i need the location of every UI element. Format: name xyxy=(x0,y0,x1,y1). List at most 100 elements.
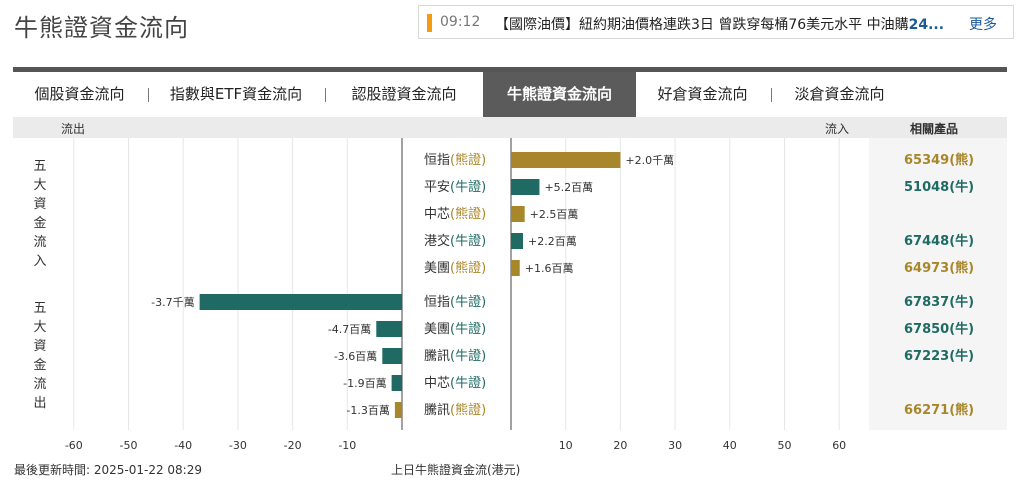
inflow-group-label: 資 xyxy=(33,197,46,212)
ticker-accent-bar xyxy=(427,14,432,32)
x-tick-label: -50 xyxy=(120,439,138,452)
tab-separator xyxy=(325,88,326,102)
related-product-link: 67448(牛) xyxy=(904,233,974,249)
inflow-header: 流入 xyxy=(825,122,850,136)
x-tick-label: 60 xyxy=(832,439,846,452)
outflow-header: 流出 xyxy=(61,122,86,136)
underlying-name: 恒指 xyxy=(424,153,450,168)
outflow-bar xyxy=(382,348,402,364)
instrument-label: 騰訊(牛證) xyxy=(424,348,486,364)
tab-separator xyxy=(771,88,772,102)
x-tick-label: 40 xyxy=(723,439,737,452)
tab-index-etf-flow[interactable]: 指數與ETF資金流向 xyxy=(169,85,303,103)
x-tick-label: -20 xyxy=(284,439,302,452)
cbbc-type: (牛證) xyxy=(450,179,486,195)
related-product-link: 66271(熊) xyxy=(904,402,974,418)
outflow-group-label: 大 xyxy=(33,320,46,335)
underlying-name: 中芯 xyxy=(424,376,450,391)
outflow-bar xyxy=(199,294,402,310)
x-tick-label: -10 xyxy=(338,439,356,452)
tab-warrant-flow[interactable]: 認股證資金流向 xyxy=(351,85,457,103)
x-tick-label: 10 xyxy=(559,439,573,452)
outflow-bar xyxy=(376,321,402,337)
cbbc-type: (熊證) xyxy=(450,206,486,222)
ticker-headline-text[interactable]: 【國際油價】紐約期油價格連跌3日 曾跌穿每桶76美元水平 中油購 xyxy=(495,17,909,33)
instrument-label: 中芯(熊證) xyxy=(424,206,486,222)
instrument-label: 平安(牛證) xyxy=(424,179,486,195)
outflow-bar xyxy=(391,375,402,391)
x-tick-label: 30 xyxy=(668,439,682,452)
x-tick-label: 50 xyxy=(778,439,792,452)
x-tick-label: 20 xyxy=(613,439,627,452)
news-ticker[interactable]: 09:12 【國際油價】紐約期油價格連跌3日 曾跌穿每桶76美元水平 中油購24… xyxy=(418,5,1014,39)
bar-value-label: -3.6百萬 xyxy=(334,350,377,363)
page-title: 牛熊證資金流向 xyxy=(14,14,189,42)
related-products-column xyxy=(869,138,1007,430)
tab-short-flow[interactable]: 淡倉資金流向 xyxy=(794,85,885,103)
bar-value-label: +1.6百萬 xyxy=(525,262,574,275)
cbbc-type: (熊證) xyxy=(450,260,486,276)
related-product-link: 67223(牛) xyxy=(904,348,974,364)
inflow-group-label: 入 xyxy=(33,254,46,269)
bar-value-label: +2.0千萬 xyxy=(625,154,674,167)
cbbc-type: (牛證) xyxy=(450,348,486,364)
underlying-name: 恒指 xyxy=(424,295,450,310)
related-products-header: 相關產品 xyxy=(910,122,959,136)
bar-value-label: -1.3百萬 xyxy=(346,404,389,417)
underlying-name: 騰訊 xyxy=(424,402,450,418)
underlying-name: 美團 xyxy=(424,261,450,276)
outflow-group-label: 流 xyxy=(33,377,46,392)
ticker-headline-number[interactable]: 24... xyxy=(908,17,945,33)
cbbc-flow-chart: -60 -50 -40 -30 -20 -10 10 20 30 40 50 60五大資金流入五大資金… xyxy=(33,138,974,452)
x-tick-label: -60 xyxy=(65,439,83,452)
last-updated: 最後更新時間: 2025-01-22 08:29 xyxy=(14,463,202,477)
cbbc-type: (熊證) xyxy=(450,402,486,418)
outflow-group-label: 資 xyxy=(33,339,46,354)
inflow-group-label: 五 xyxy=(33,159,46,174)
cbbc-type: (牛證) xyxy=(450,375,486,391)
x-tick-label: -30 xyxy=(229,439,247,452)
instrument-label: 美團(牛證) xyxy=(424,321,486,337)
outflow-group-label: 出 xyxy=(33,396,46,411)
inflow-bar xyxy=(511,206,525,222)
inflow-group-label: 流 xyxy=(33,235,46,250)
bar-value-label: -1.9百萬 xyxy=(343,377,386,390)
instrument-label: 恒指(熊證) xyxy=(424,152,486,168)
bar-value-label: -3.7千萬 xyxy=(151,296,194,309)
inflow-bar xyxy=(511,260,520,276)
related-product-link: 65349(熊) xyxy=(904,152,974,168)
outflow-bar xyxy=(394,402,402,418)
outflow-group-label: 五 xyxy=(33,301,46,316)
instrument-label: 恒指(牛證) xyxy=(424,294,486,310)
cbbc-type: (牛證) xyxy=(450,294,486,310)
table-header: 流出 流入 相關產品 xyxy=(13,117,1007,138)
bar-value-label: +5.2百萬 xyxy=(544,181,593,194)
ticker-time: 09:12 xyxy=(440,14,481,30)
ticker-headline[interactable]: 【國際油價】紐約期油價格連跌3日 曾跌穿每桶76美元水平 中油購24... xyxy=(495,14,959,34)
bar-value-label: +2.2百萬 xyxy=(528,235,577,248)
cbbc-type: (牛證) xyxy=(450,233,486,249)
related-product-link: 67837(牛) xyxy=(904,294,974,310)
tab-bar: 個股資金流向 指數與ETF資金流向 認股證資金流向 牛熊證資金流向 好倉資金流向… xyxy=(13,72,1007,117)
related-product-link: 67850(牛) xyxy=(904,321,974,337)
related-product-link: 64973(熊) xyxy=(904,260,974,276)
related-product-link: 51048(牛) xyxy=(904,179,974,195)
instrument-label: 中芯(牛證) xyxy=(424,375,486,391)
tab-cbbc-flow[interactable]: 牛熊證資金流向 xyxy=(483,72,636,117)
instrument-label: 騰訊(熊證) xyxy=(424,402,486,418)
tab-long-flow[interactable]: 好倉資金流向 xyxy=(657,85,748,103)
inflow-bar xyxy=(511,233,524,249)
bar-value-label: +2.5百萬 xyxy=(530,208,579,221)
underlying-name: 平安 xyxy=(424,180,450,195)
underlying-name: 港交 xyxy=(424,233,450,249)
bar-value-label: -4.7百萬 xyxy=(328,323,371,336)
underlying-name: 騰訊 xyxy=(424,348,450,364)
tab-stock-flow[interactable]: 個股資金流向 xyxy=(34,85,125,103)
cbbc-type: (牛證) xyxy=(450,321,486,337)
inflow-group-label: 大 xyxy=(33,178,46,193)
inflow-bar xyxy=(511,179,540,195)
inflow-bar xyxy=(511,152,621,168)
ticker-more-link[interactable]: 更多 xyxy=(969,17,997,33)
tab-separator xyxy=(148,88,149,102)
outflow-group-label: 金 xyxy=(33,357,46,373)
